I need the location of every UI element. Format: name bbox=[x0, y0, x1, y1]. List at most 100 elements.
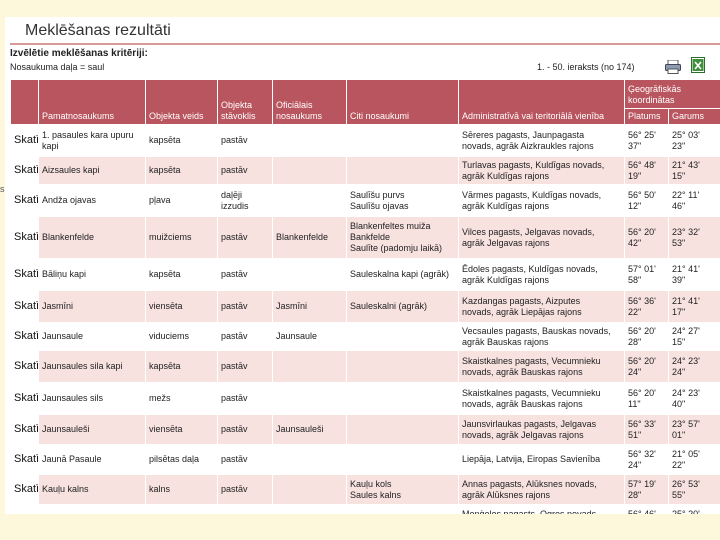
cell-admin-unit: Vārmes pagasts, Kuldīgas novads, agrāk K… bbox=[458, 184, 625, 217]
show-link[interactable]: Skatīt bbox=[14, 330, 38, 342]
page-title: Meklēšanas rezultāti bbox=[25, 22, 171, 39]
cell-object-status: pastāv bbox=[217, 382, 273, 415]
cell-object-type: viduciems bbox=[145, 322, 218, 351]
cell-longitude: 24° 23' 24" bbox=[668, 350, 720, 383]
left-margin bbox=[0, 0, 5, 540]
header-official-name[interactable]: Oficiālais nosaukums bbox=[272, 79, 347, 125]
print-icon[interactable] bbox=[665, 60, 681, 74]
cell-longitude-text: 21° 41' 39" bbox=[672, 263, 700, 285]
cell-main-name-text: Aizsaules kapi bbox=[42, 165, 100, 175]
cell-main-name: Andža ojavas bbox=[38, 184, 146, 217]
cell-object-type bbox=[145, 504, 218, 514]
cell-other-names bbox=[346, 350, 459, 383]
cell-longitude: 21° 05' 22" bbox=[668, 444, 720, 475]
cell-latitude: 56° 33' 51" bbox=[624, 414, 669, 445]
show-link[interactable]: Skatīt bbox=[14, 360, 38, 372]
cell-longitude-text: 23° 32' 53" bbox=[672, 226, 700, 248]
cell-object-status-text: pastāv bbox=[221, 135, 248, 145]
cell-other-names bbox=[346, 124, 459, 157]
show-cell: Skatīt bbox=[10, 414, 39, 445]
cell-latitude: 56° 36' 22" bbox=[624, 290, 669, 323]
cell-main-name-text: Blankenfelde bbox=[42, 232, 95, 242]
cell-latitude-text: 56° 33' 51" bbox=[628, 418, 656, 440]
show-link[interactable]: Skatīt bbox=[14, 194, 38, 206]
cell-object-type-text: kapsēta bbox=[149, 165, 181, 175]
cell-admin-unit-text: Jaunsvirlaukas pagasts, Jelgavas novads,… bbox=[462, 418, 597, 440]
cell-other-names-text: Saulīšu purvs Saulīšu ojavas bbox=[350, 189, 409, 211]
table-row: Skatīt Jaunsaules sila kapi kapsēta pastāv S… bbox=[10, 350, 720, 383]
cell-longitude: 25° 03' 23" bbox=[668, 124, 720, 157]
cell-latitude: 56° 20' 11" bbox=[624, 382, 669, 415]
show-link[interactable]: Skatīt bbox=[14, 134, 38, 146]
show-link[interactable]: Skatīt bbox=[14, 423, 38, 435]
show-link[interactable]: Skatīt bbox=[14, 453, 38, 465]
header-admin-unit[interactable]: Administratīvā vai teritoriālā vienība bbox=[458, 79, 625, 125]
header-other-names[interactable]: Citi nosaukumi bbox=[346, 79, 459, 125]
cell-longitude-text: 21° 05' 22" bbox=[672, 448, 700, 470]
table-row: Skatīt Jasmīni viensēta pastāv Jasmīni Saules… bbox=[10, 290, 720, 323]
cell-longitude-text: 24° 27' 15" bbox=[672, 325, 700, 347]
cell-longitude: 24° 27' 15" bbox=[668, 322, 720, 351]
criteria-value: Nosaukuma daļa = saul bbox=[10, 62, 105, 72]
header-object-status[interactable]: Objekta stāvoklis bbox=[217, 79, 273, 125]
show-link[interactable]: Skatīt bbox=[14, 231, 38, 243]
cell-latitude-text: 57° 19' 28" bbox=[628, 478, 656, 500]
cell-longitude-text: 21° 43' 15" bbox=[672, 159, 700, 181]
cell-latitude-text: 56° 36' 22" bbox=[628, 295, 656, 317]
header-object-type[interactable]: Objekta veids bbox=[145, 79, 218, 125]
cell-object-status-text: pastāv bbox=[221, 361, 248, 371]
cell-official-name bbox=[272, 382, 347, 415]
cell-object-type-text: muižciems bbox=[149, 232, 192, 242]
cell-official-name bbox=[272, 258, 347, 291]
cell-admin-unit-text: Ēdoles pagasts, Kuldīgas novads, agrāk K… bbox=[462, 263, 598, 285]
show-cell: Skatīt bbox=[10, 444, 39, 475]
cell-admin-unit-text: Meņģeles pagasts, Ogres novads, bbox=[462, 509, 599, 514]
cell-object-status-text: pastāv bbox=[221, 484, 248, 494]
header-main-name[interactable]: Pamatnosaukums bbox=[38, 79, 146, 125]
cell-other-names: Kauļu kols Saules kalns bbox=[346, 474, 459, 505]
cell-latitude-text: 56° 20' 28" bbox=[628, 325, 656, 347]
show-link[interactable]: Skatīt bbox=[14, 392, 38, 404]
cell-main-name-text: Jaunsaule bbox=[42, 331, 84, 341]
cell-official-name-text: Jasmīni bbox=[276, 301, 308, 311]
cell-object-status-text: pastāv bbox=[221, 232, 248, 242]
cell-latitude: 56° 32' 24" bbox=[624, 444, 669, 475]
cell-official-name: Blankenfelde bbox=[272, 216, 347, 259]
cell-object-status-text: pastāv bbox=[221, 301, 248, 311]
cell-other-names bbox=[346, 444, 459, 475]
cell-longitude-text: 21° 41' 17" bbox=[672, 295, 700, 317]
show-link[interactable]: Skatīt bbox=[14, 300, 38, 312]
cell-object-type-text: kalns bbox=[149, 484, 171, 494]
cell-object-type: pilsētas daļa bbox=[145, 444, 218, 475]
cell-longitude-text: 22° 11' 46" bbox=[672, 189, 700, 211]
cell-official-name bbox=[272, 124, 347, 157]
cell-object-type: kapsēta bbox=[145, 124, 218, 157]
cell-admin-unit-text: Kazdangas pagasts, Aizputes novads, agrā… bbox=[462, 295, 582, 317]
cell-object-status: pastāv bbox=[217, 124, 273, 157]
cell-admin-unit: Sēreres pagasts, Jaunpagasta novads, agr… bbox=[458, 124, 625, 157]
cell-main-name-text: Kauļu kalns bbox=[42, 484, 89, 494]
header-latitude[interactable]: Platums bbox=[624, 108, 669, 125]
cell-admin-unit-text: Vārmes pagasts, Kuldīgas novads, agrāk K… bbox=[462, 189, 602, 211]
cell-object-type: kalns bbox=[145, 474, 218, 505]
show-link[interactable]: Skatīt bbox=[14, 268, 38, 280]
cell-longitude: 21° 41' 17" bbox=[668, 290, 720, 323]
results-page: Meklēšanas rezultāti Izvēlētie meklēšana… bbox=[5, 17, 720, 514]
cell-object-type-text: pilsētas daļa bbox=[149, 454, 200, 464]
cell-latitude-text: 56° 20' 42" bbox=[628, 226, 656, 248]
header-longitude[interactable]: Garums bbox=[668, 108, 720, 125]
cell-other-names-text: Kauļu kols Saules kalns bbox=[350, 478, 402, 500]
cell-object-status: pastāv bbox=[217, 350, 273, 383]
record-range: 1. - 50. ieraksts (no 174) bbox=[537, 62, 635, 72]
cell-longitude: 25° 20' bbox=[668, 504, 720, 514]
cell-other-names-text: Blankenfeltes muiža Bankfelde Saulīte (p… bbox=[350, 221, 443, 253]
cell-admin-unit: Vilces pagasts, Jelgavas novads, agrāk J… bbox=[458, 216, 625, 259]
show-cell: Skatīt bbox=[10, 216, 39, 259]
excel-export-icon[interactable] bbox=[691, 57, 705, 73]
show-link[interactable]: Skatīt bbox=[14, 483, 38, 495]
bottom-band bbox=[0, 514, 720, 540]
cell-main-name-text: Jaunā Pasaule bbox=[42, 454, 102, 464]
show-link[interactable]: Skatīt bbox=[14, 164, 38, 176]
cell-object-type-text: kapsēta bbox=[149, 269, 181, 279]
cell-longitude: 23° 32' 53" bbox=[668, 216, 720, 259]
